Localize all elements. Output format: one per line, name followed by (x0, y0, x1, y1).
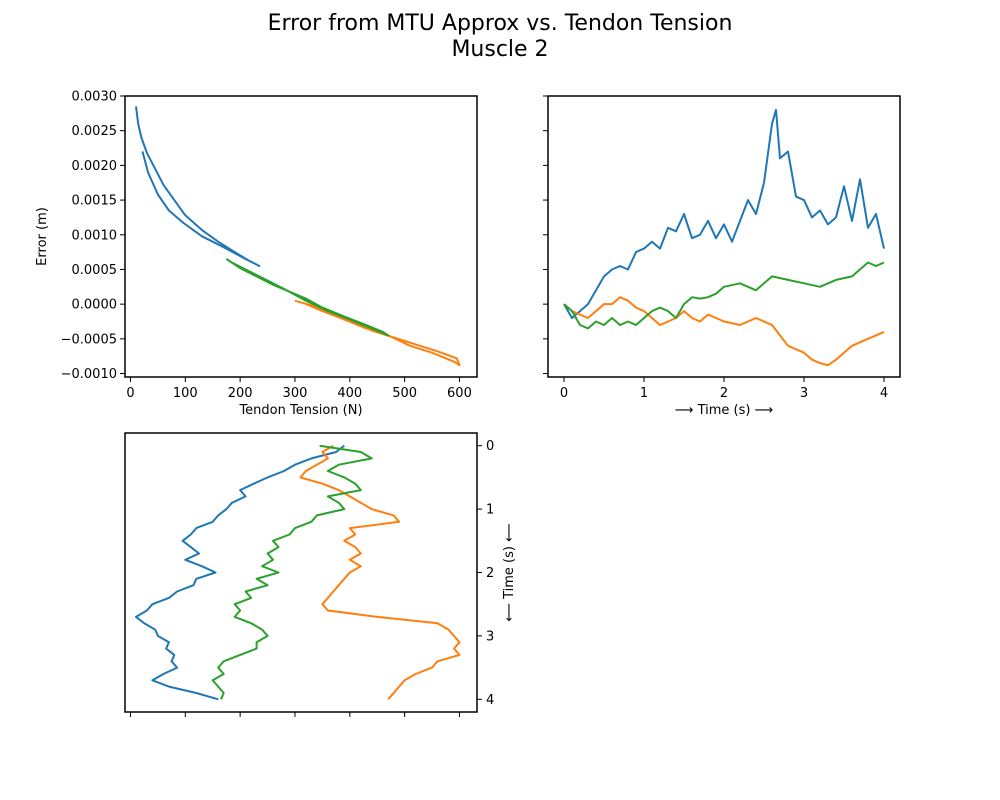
y-tick-label: 0.0005 (72, 263, 118, 278)
y-tick-label: 0.0030 (72, 90, 118, 105)
y-tick-label: 4 (486, 693, 494, 708)
series-line (563, 261, 885, 330)
x-tick-label: 1 (640, 386, 648, 401)
y-tick-label: −0.0010 (61, 367, 117, 382)
y-tick-label: 0.0025 (72, 124, 118, 139)
y-axis-label: Error (m) (35, 207, 50, 266)
series-line (225, 258, 390, 337)
x-tick-label: 600 (447, 386, 472, 401)
x-tick-label: 200 (228, 386, 253, 401)
y-tick-label: 3 (486, 629, 494, 644)
x-tick-label: 2 (720, 386, 728, 401)
x-tick-label: 0 (560, 386, 568, 401)
y-tick-label: 1 (486, 503, 494, 518)
x-tick-label: 3 (800, 386, 808, 401)
y-tick-label: 0.0015 (72, 194, 118, 209)
y-tick-label: 0.0020 (72, 159, 118, 174)
x-tick-label: 4 (880, 386, 888, 401)
y-tick-label: 0.0000 (72, 298, 118, 313)
figure-subtitle: Muscle 2 (451, 37, 549, 62)
panel-time-error: 0 1 2 3 4 ⟶ Time (s) ⟶ (543, 95, 901, 418)
series-line (563, 296, 885, 367)
plot-frame (547, 95, 901, 378)
plot-frame (124, 95, 478, 378)
y-tick-label: 0 (486, 439, 494, 454)
y-tick-label: 2 (486, 566, 494, 581)
x-tick-label: 300 (283, 386, 308, 401)
series-line (135, 444, 345, 701)
y-tick-label: −0.0005 (61, 332, 117, 347)
panel-tension-time: 0 1 2 3 4 ⟵ Time (s) ⟵ (124, 432, 517, 717)
x-axis-label: Tendon Tension (N) (238, 403, 362, 418)
series-line (211, 444, 373, 700)
x-tick-label: 400 (337, 386, 362, 401)
series-line (294, 299, 461, 367)
x-tick-label: 0 (126, 386, 134, 401)
series-line (563, 108, 885, 319)
series-line (135, 106, 261, 267)
y-tick-label: 0.0010 (72, 228, 118, 243)
panel-tension-error: 0 100 200 300 400 500 600 −0.0010 −0.0005 0.0000 0… (35, 90, 478, 418)
x-tick-label: 500 (392, 386, 417, 401)
x-tick-label: 100 (173, 386, 198, 401)
figure-title: Error from MTU Approx vs. Tendon Tension (267, 11, 733, 36)
x-axis-label: ⟶ Time (s) ⟶ (675, 403, 773, 418)
y-axis-label: ⟵ Time (s) ⟵ (502, 523, 517, 621)
series-line (299, 444, 461, 700)
